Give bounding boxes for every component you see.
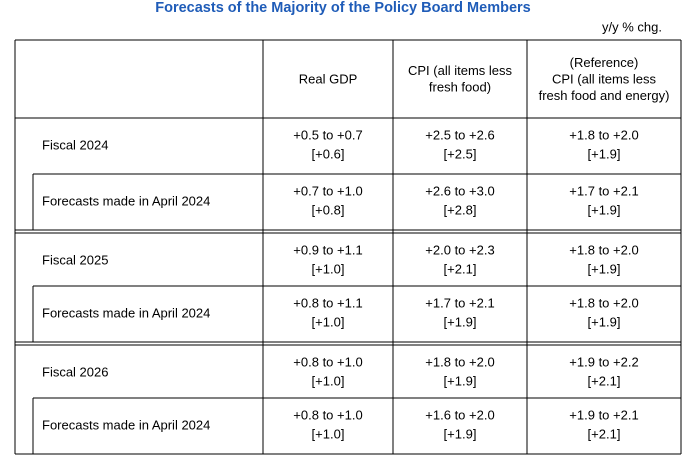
- cell-value: [+1.9]: [588, 202, 621, 217]
- column-header: fresh food): [429, 80, 491, 95]
- column-header: fresh food and energy): [539, 88, 670, 103]
- cell-value: [+2.5]: [444, 146, 477, 161]
- cell-value: [+0.6]: [312, 146, 345, 161]
- cell-value: +1.9 to +2.1: [569, 407, 638, 422]
- cell-value: +1.8 to +2.0: [569, 127, 638, 142]
- row-label: Fiscal 2024: [42, 137, 108, 152]
- cell-value: [+1.9]: [588, 261, 621, 276]
- cell-value: +1.6 to +2.0: [425, 407, 494, 422]
- cell-value: +2.5 to +2.6: [425, 127, 494, 142]
- cell-value: [+0.8]: [312, 202, 345, 217]
- column-header: CPI (all items less: [408, 63, 513, 78]
- cell-value: +0.5 to +0.7: [293, 127, 362, 142]
- row-label: Fiscal 2026: [42, 364, 108, 379]
- cell-value: [+1.0]: [312, 373, 345, 388]
- cell-value: [+2.1]: [588, 373, 621, 388]
- row-label: Forecasts made in April 2024: [42, 417, 210, 432]
- cell-value: +0.7 to +1.0: [293, 183, 362, 198]
- cell-value: [+1.9]: [588, 146, 621, 161]
- cell-value: [+1.9]: [444, 373, 477, 388]
- cell-value: +1.8 to +2.0: [569, 242, 638, 257]
- cell-value: +0.8 to +1.1: [293, 295, 362, 310]
- cell-value: +1.9 to +2.2: [569, 354, 638, 369]
- row-label: Forecasts made in April 2024: [42, 193, 210, 208]
- title: Forecasts of the Majority of the Policy …: [155, 0, 530, 16]
- cell-value: +1.7 to +2.1: [425, 295, 494, 310]
- cell-value: [+1.0]: [312, 314, 345, 329]
- cell-value: +0.8 to +1.0: [293, 407, 362, 422]
- column-header: Real GDP: [299, 71, 358, 86]
- cell-value: [+1.0]: [312, 426, 345, 441]
- cell-value: [+2.8]: [444, 202, 477, 217]
- cell-value: [+1.9]: [444, 426, 477, 441]
- cell-value: [+2.1]: [588, 426, 621, 441]
- cell-value: [+1.0]: [312, 261, 345, 276]
- cell-value: +1.7 to +2.1: [569, 183, 638, 198]
- row-label: Fiscal 2025: [42, 252, 108, 267]
- unit: y/y % chg.: [602, 19, 662, 34]
- row-label: Forecasts made in April 2024: [42, 305, 210, 320]
- cell-value: [+1.9]: [444, 314, 477, 329]
- cell-value: [+2.1]: [444, 261, 477, 276]
- column-header: (Reference): [570, 55, 639, 70]
- cell-value: +2.6 to +3.0: [425, 183, 494, 198]
- cell-value: +0.8 to +1.0: [293, 354, 362, 369]
- cell-value: +2.0 to +2.3: [425, 242, 494, 257]
- cell-value: +0.9 to +1.1: [293, 242, 362, 257]
- cell-value: +1.8 to +2.0: [425, 354, 494, 369]
- cell-value: [+1.9]: [588, 314, 621, 329]
- cell-value: +1.8 to +2.0: [569, 295, 638, 310]
- column-header: CPI (all items less: [552, 71, 657, 86]
